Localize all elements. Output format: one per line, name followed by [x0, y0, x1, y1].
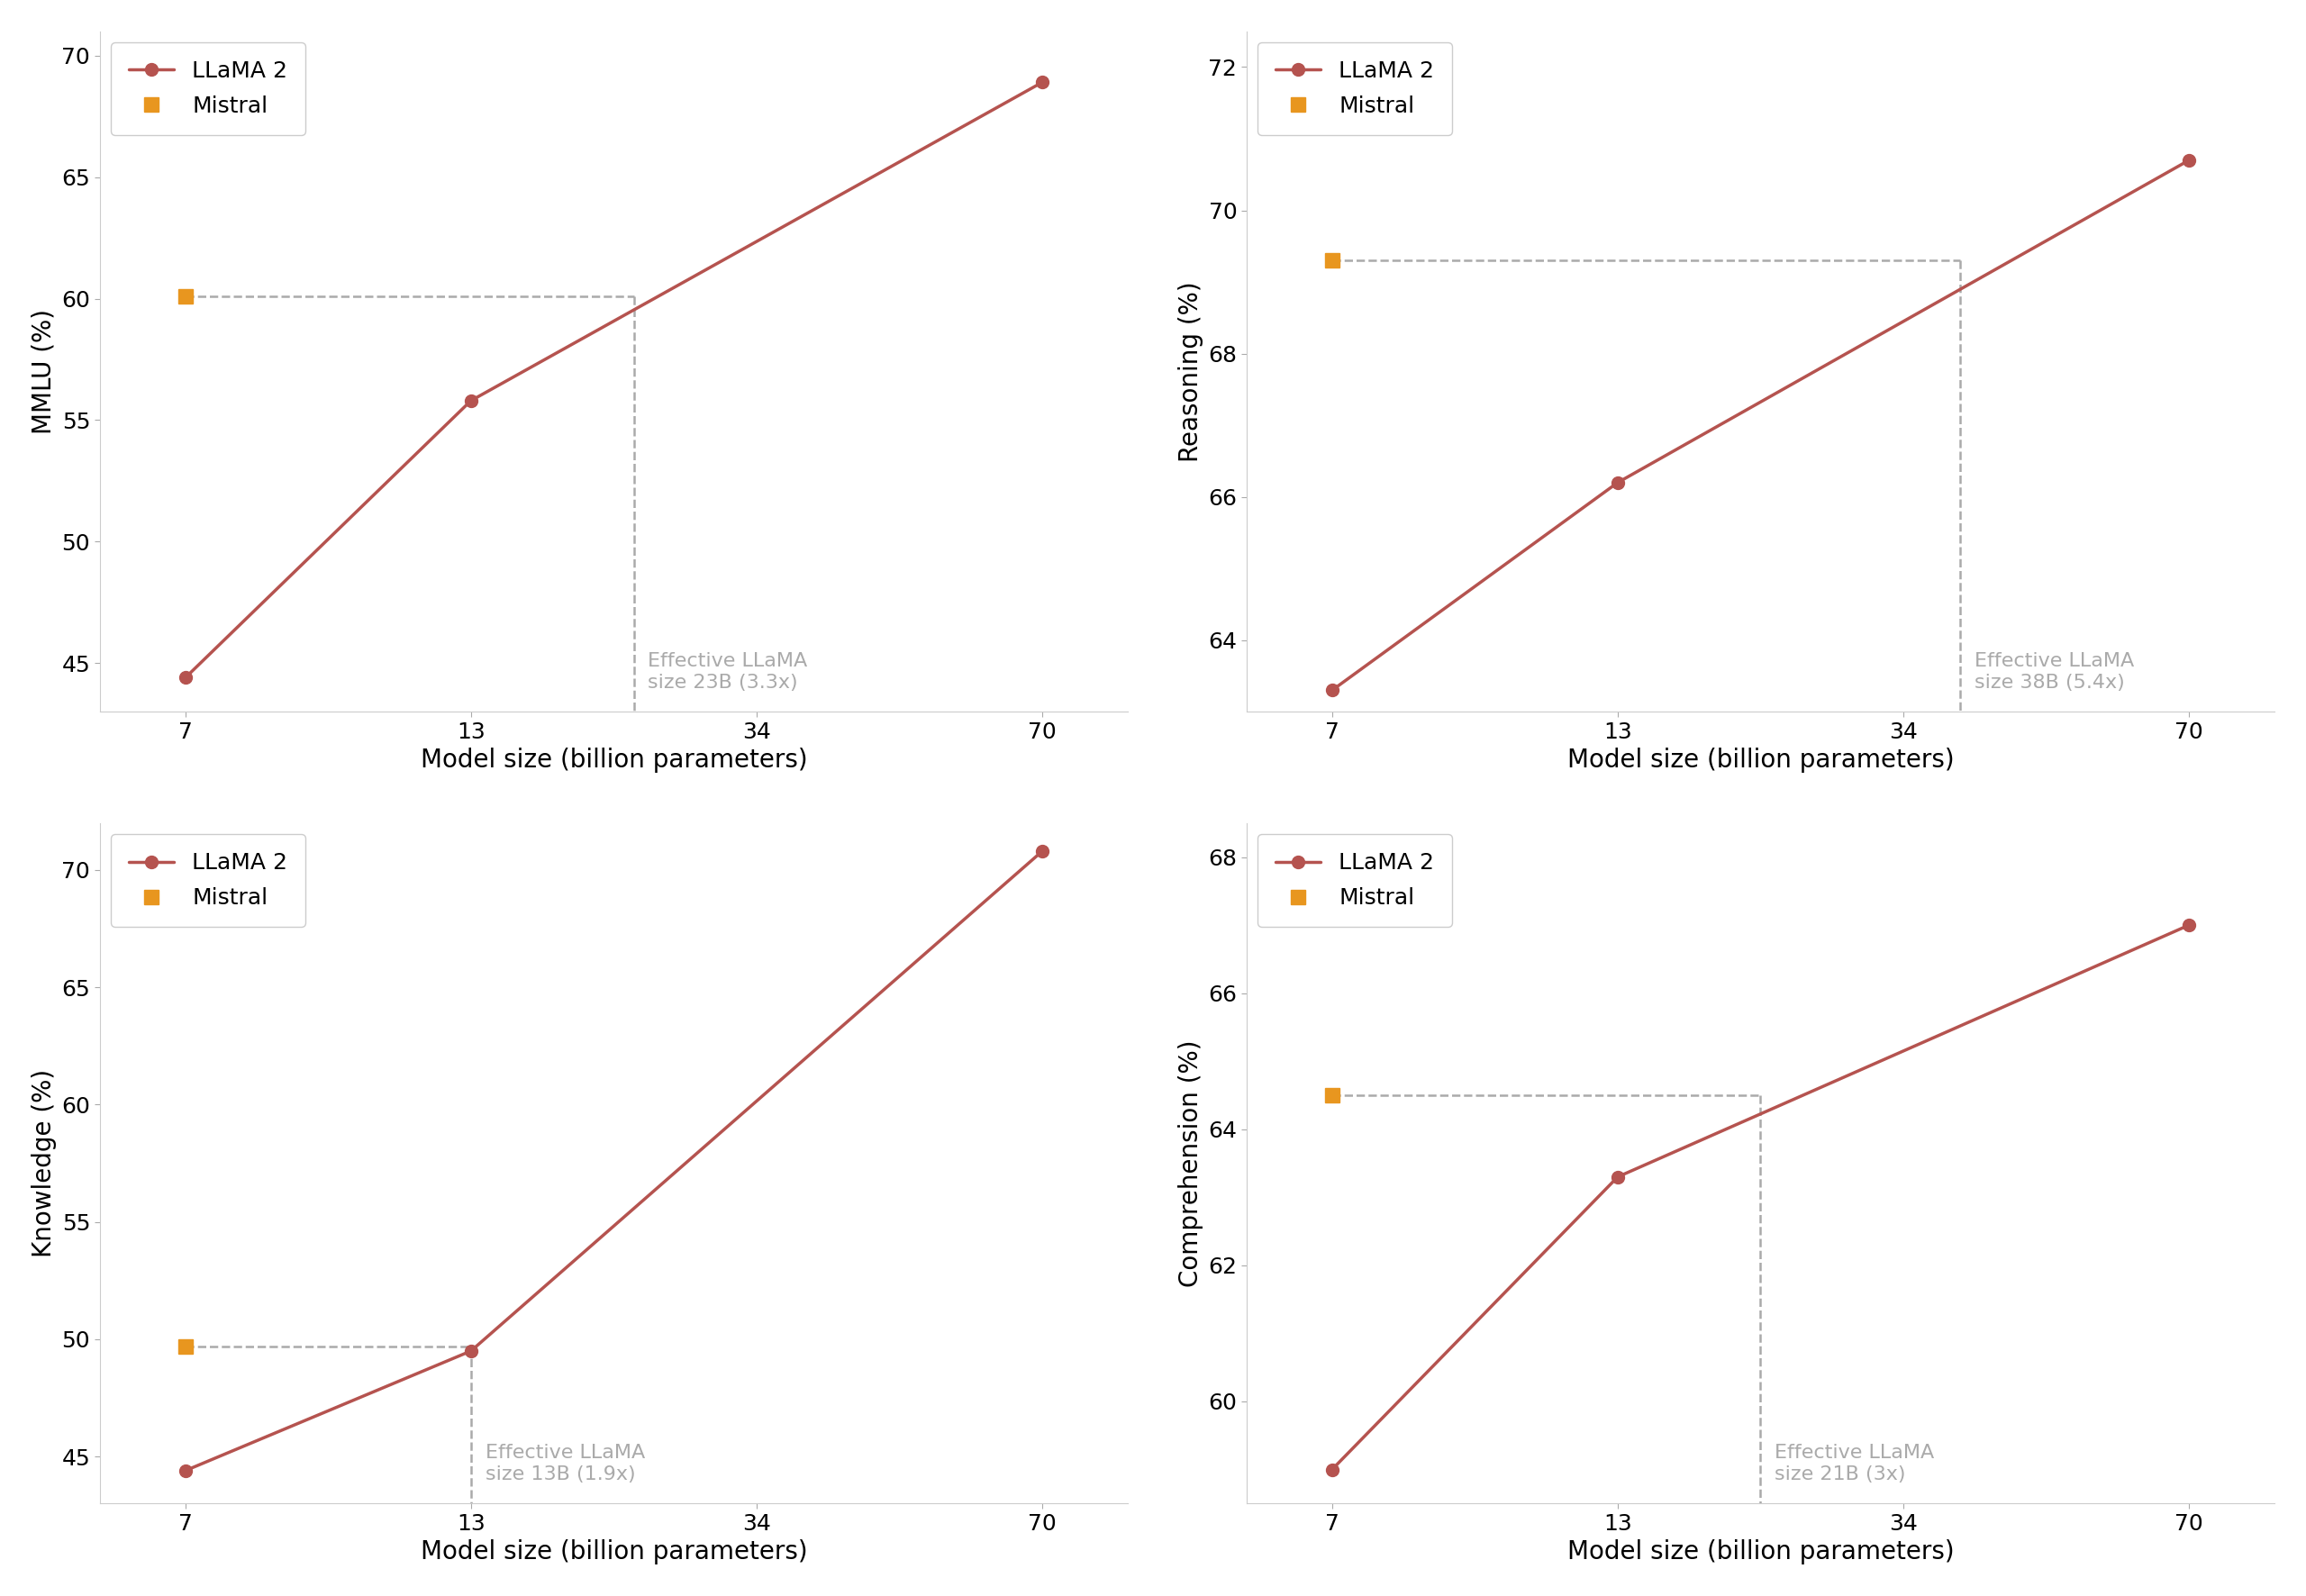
X-axis label: Model size (billion parameters): Model size (billion parameters) [1568, 749, 1953, 772]
LLaMA 2 [2175, 916, 2202, 935]
Line: LLaMA 2: LLaMA 2 [1326, 153, 2195, 696]
Y-axis label: Reasoning (%): Reasoning (%) [1178, 281, 1204, 461]
Text: Effective LLaMA
size 21B (3x): Effective LLaMA size 21B (3x) [1776, 1444, 1935, 1483]
Y-axis label: Comprehension (%): Comprehension (%) [1178, 1039, 1204, 1286]
LLaMA 2 [1319, 1460, 1347, 1479]
LLaMA 2 [1319, 681, 1347, 701]
Line: LLaMA 2: LLaMA 2 [180, 77, 1049, 685]
Legend: LLaMA 2, Mistral: LLaMA 2, Mistral [111, 43, 304, 136]
Y-axis label: Knowledge (%): Knowledge (%) [32, 1069, 58, 1258]
LLaMA 2 [171, 1460, 198, 1479]
Y-axis label: MMLU (%): MMLU (%) [32, 310, 58, 434]
LLaMA 2 [171, 669, 198, 688]
X-axis label: Model size (billion parameters): Model size (billion parameters) [1568, 1540, 1953, 1564]
X-axis label: Model size (billion parameters): Model size (billion parameters) [420, 749, 807, 772]
LLaMA 2 [1605, 472, 1633, 492]
Text: Effective LLaMA
size 38B (5.4x): Effective LLaMA size 38B (5.4x) [1974, 653, 2135, 691]
X-axis label: Model size (billion parameters): Model size (billion parameters) [420, 1540, 807, 1564]
Legend: LLaMA 2, Mistral: LLaMA 2, Mistral [1257, 43, 1453, 136]
LLaMA 2 [1605, 1167, 1633, 1186]
LLaMA 2 [457, 1341, 484, 1360]
LLaMA 2 [1028, 841, 1056, 860]
Legend: LLaMA 2, Mistral: LLaMA 2, Mistral [111, 835, 304, 927]
LLaMA 2 [457, 391, 484, 410]
Text: Effective LLaMA
size 13B (1.9x): Effective LLaMA size 13B (1.9x) [484, 1444, 646, 1483]
Line: LLaMA 2: LLaMA 2 [180, 844, 1049, 1476]
Text: Effective LLaMA
size 23B (3.3x): Effective LLaMA size 23B (3.3x) [648, 653, 807, 691]
LLaMA 2 [2175, 150, 2202, 169]
LLaMA 2 [1028, 73, 1056, 93]
Line: LLaMA 2: LLaMA 2 [1326, 919, 2195, 1476]
Legend: LLaMA 2, Mistral: LLaMA 2, Mistral [1257, 835, 1453, 927]
